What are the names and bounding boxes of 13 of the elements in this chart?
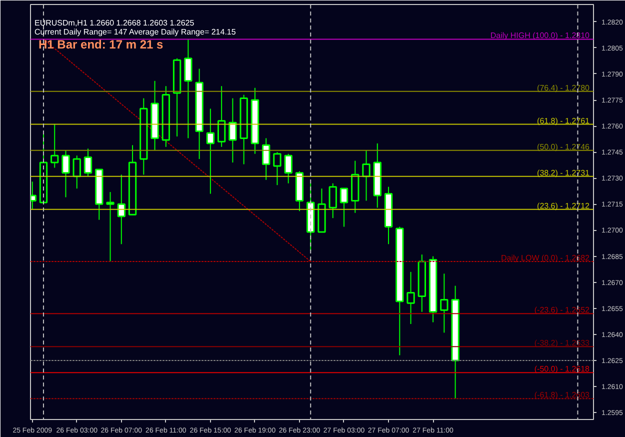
annotation: (-23.6) - 1.2652 <box>534 306 590 315</box>
annotation: (-38.2) - 1.2633 <box>534 338 590 348</box>
annotation: (61.8) - 1.2761 <box>537 116 590 126</box>
annotation: Daily HIGH (100.0) - 1.2810 <box>490 31 590 40</box>
annotation: Daily LOW (0.0) - 1.2682 <box>501 253 590 262</box>
annotation: (-61.8) - 1.2603 <box>534 390 590 400</box>
text: Current Daily Range= 147 Average Daily Range= 214.15 <box>34 28 236 36</box>
annotation: (76.4) - 1.2780 <box>537 83 590 92</box>
annotation: (-50.0) - 1.2618 <box>534 364 590 374</box>
annotation: (38.2) - 1.2731 <box>537 168 590 178</box>
annotation: (50.0) - 1.2746 <box>537 142 590 152</box>
annotation: (23.6) - 1.2712 <box>537 201 590 210</box>
text: EURUSDm,H1 1.2660 1.2668 1.2603 1.2625 <box>34 18 195 28</box>
